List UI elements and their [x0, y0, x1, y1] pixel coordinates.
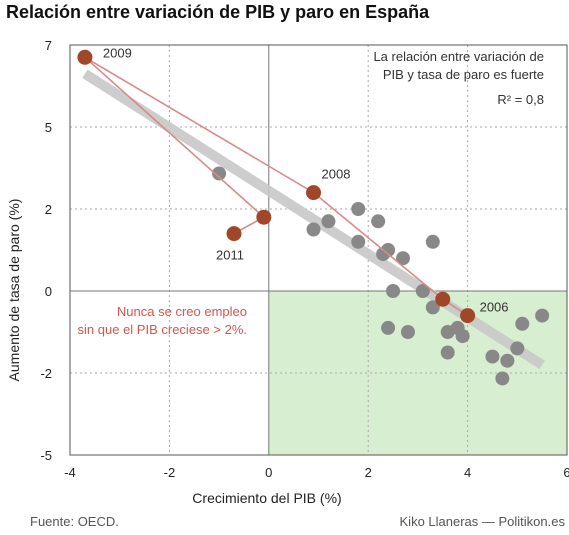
x-tick-label: 4 — [464, 465, 471, 480]
highlight-point — [435, 291, 451, 307]
highlight-point — [306, 185, 322, 201]
year-label: 2008 — [322, 167, 351, 182]
annotation-top-line-1: La relación entre variación de — [373, 49, 544, 64]
gray-point — [386, 284, 401, 298]
x-tick-label: -2 — [164, 465, 176, 480]
highlight-points — [77, 49, 476, 324]
highlight-point — [226, 226, 242, 242]
y-tick-label: 7 — [45, 38, 52, 53]
year-labels: 2006 2008 2009 2011 — [103, 45, 509, 314]
gray-point — [515, 316, 530, 331]
note-line-2: sin que el PIB creciese > 2%. — [78, 322, 247, 337]
x-tick-label: 0 — [265, 465, 272, 480]
highlight-point — [256, 209, 272, 225]
y-tick-label: -5 — [40, 448, 52, 463]
gray-point — [351, 202, 366, 216]
gray-point — [500, 353, 515, 368]
x-tick-label: 2 — [365, 465, 372, 480]
gray-point — [306, 222, 321, 237]
annotation-top-line-2: PIB y tasa de paro es fuerte — [383, 67, 544, 82]
x-axis-label: Crecimiento del PIB (%) — [192, 490, 341, 506]
gray-point — [510, 341, 525, 356]
gray-point — [495, 371, 510, 386]
gray-point — [395, 251, 410, 266]
gray-point — [455, 329, 470, 344]
gray-point — [440, 345, 455, 360]
green-quadrant — [268, 291, 567, 455]
gray-point — [381, 320, 396, 335]
highlight-point — [460, 308, 476, 324]
chart-title: Relación entre variación de PIB y paro e… — [6, 2, 430, 22]
gray-point — [371, 214, 386, 229]
gray-point — [381, 243, 396, 257]
x-tick-label: -4 — [64, 465, 76, 480]
year-label: 2006 — [480, 300, 509, 315]
gray-point — [485, 349, 500, 364]
r-squared-label: R² = 0,8 — [497, 92, 544, 107]
year-label: 2009 — [103, 45, 132, 60]
year-label: 2011 — [216, 248, 244, 263]
gray-point — [535, 308, 550, 323]
gray-point — [212, 166, 227, 181]
note-line-1: Nunca se creo empleo — [117, 304, 247, 319]
source-note: Fuente: OECD. — [30, 514, 119, 529]
gray-point — [400, 325, 415, 339]
gray-point — [321, 214, 336, 229]
gray-point — [425, 300, 440, 315]
y-tick-label: 2 — [45, 202, 52, 217]
y-tick-label: 5 — [45, 120, 52, 135]
y-tick-label: 0 — [45, 284, 52, 299]
y-axis-label: Aumento de tasa de paro (%) — [6, 199, 22, 382]
plot-frame — [69, 44, 568, 456]
y-tick-label: -2 — [40, 366, 52, 381]
gray-point — [425, 234, 440, 249]
highlight-point — [77, 49, 93, 65]
gray-point — [415, 284, 430, 298]
tick-labels: -5 -2 0 2 5 7 -4 -2 0 2 4 6 — [40, 38, 569, 480]
gray-point — [351, 234, 366, 249]
x-tick-label: 6 — [563, 465, 569, 480]
credit-note: Kiko Llaneras — Politikon.es — [399, 514, 565, 529]
